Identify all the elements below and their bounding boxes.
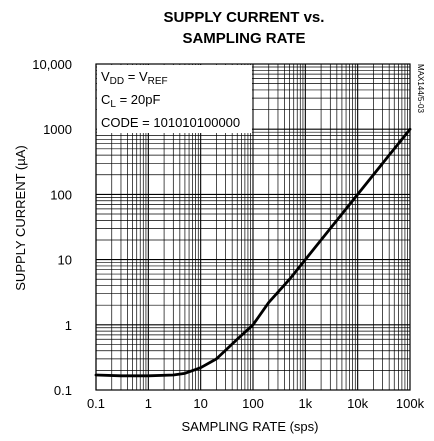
y-axis-label: SUPPLY CURRENT (µA)	[13, 145, 28, 290]
y-tick-label: 100	[50, 187, 72, 202]
y-tick-label: 1000	[43, 122, 72, 137]
plot-frame	[95, 63, 411, 391]
x-tick-label: 10	[193, 396, 207, 411]
x-tick-label: 0.1	[87, 396, 105, 411]
y-tick-label: 1	[65, 318, 72, 333]
x-tick-label: 100k	[396, 396, 425, 411]
chart-title-line2: SAMPLING RATE	[182, 30, 305, 47]
legend-cl: CL = 20pF	[101, 92, 160, 110]
x-axis-label: SAMPLING RATE (sps)	[181, 419, 318, 434]
y-tick-label: 10	[58, 253, 72, 268]
x-tick-label: 1	[145, 396, 152, 411]
figure-id: MAX144/5-03	[416, 64, 425, 113]
legend-code: CODE = 101010100000	[101, 115, 240, 130]
y-tick-label: 10,000	[32, 57, 72, 72]
x-tick-label: 1k	[298, 396, 312, 411]
x-tick-label: 10k	[347, 396, 368, 411]
x-tick-label: 100	[242, 396, 264, 411]
tick-labels: 0.1 1 10 100 1k 10k 100k 0.1 1 10 100 1000 10,000	[32, 57, 424, 411]
legend-box	[97, 65, 252, 133]
supply-current-curve	[94, 127, 412, 378]
y-tick-label: 0.1	[54, 383, 72, 398]
chart-title-line1: SUPPLY CURRENT vs.	[164, 9, 325, 26]
